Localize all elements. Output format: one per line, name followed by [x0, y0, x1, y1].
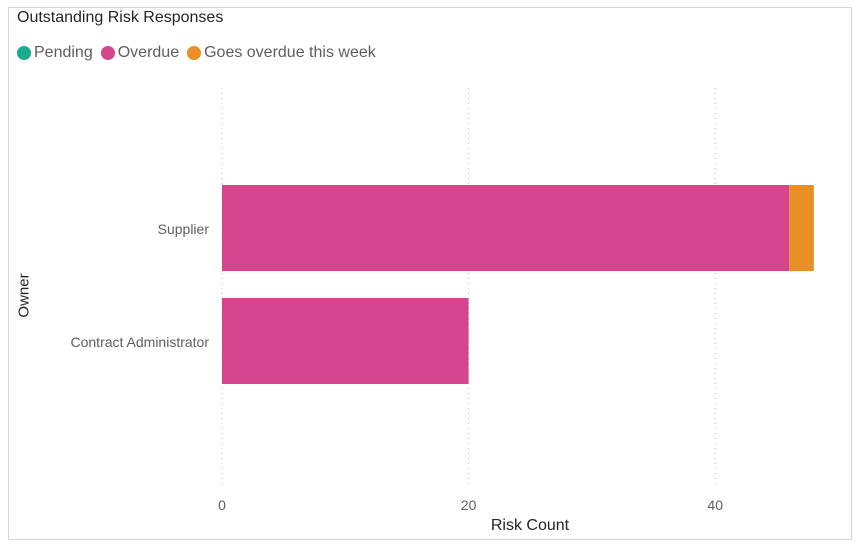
y-tick-label-supplier: Supplier	[158, 221, 210, 237]
chart-legend: Pending Overdue Goes overdue this week	[17, 44, 384, 62]
legend-item-overdue[interactable]: Overdue	[100, 44, 180, 62]
legend-label-pending: Pending	[34, 44, 93, 61]
legend-marker-overdue	[100, 46, 115, 60]
y-tick-label-contract-administrator: Contract Administrator	[71, 334, 210, 350]
bar-supplier-goes-overdue-this-week[interactable]	[789, 185, 814, 271]
chart-card	[8, 7, 852, 540]
chart-title: Outstanding Risk Responses	[17, 9, 224, 26]
legend-item-goes-overdue[interactable]: Goes overdue this week	[187, 44, 376, 62]
x-axis-title: Risk Count	[491, 517, 570, 534]
bar-supplier-overdue[interactable]	[222, 185, 790, 271]
legend-label-overdue: Overdue	[117, 44, 180, 61]
legend-label-goes-overdue: Goes overdue this week	[204, 44, 376, 61]
legend-marker-pending	[17, 46, 31, 60]
bar-contract-administrator-overdue[interactable]	[222, 298, 469, 384]
legend-marker-goes-overdue	[187, 46, 202, 60]
x-tick-label-40: 40	[707, 497, 723, 513]
x-tick-label-0: 0	[218, 497, 226, 513]
legend-item-pending[interactable]: Pending	[17, 44, 93, 62]
x-tick-label-20: 20	[461, 497, 477, 513]
